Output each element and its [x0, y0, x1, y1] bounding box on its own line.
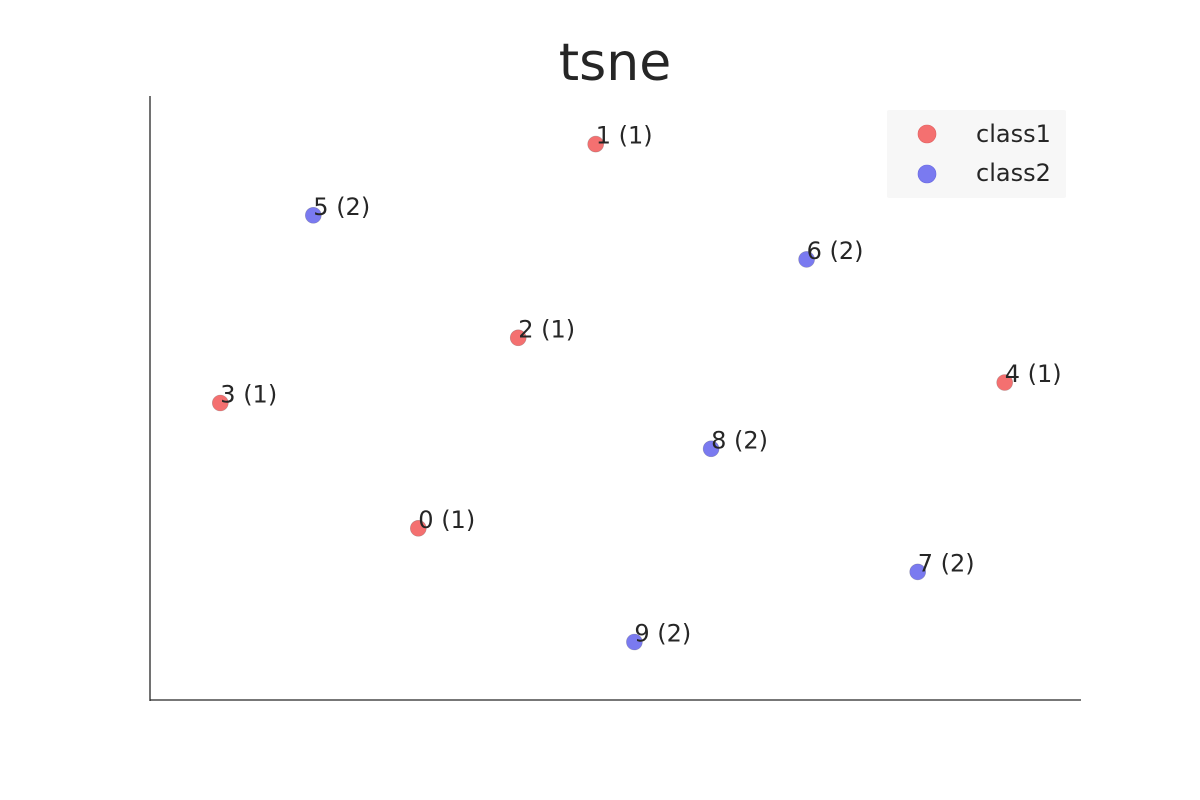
data-points: 0 (1) 1 (1) 2 (1) 3 (1) 4 (1) 5 (2) 6 (2) 7 (2)… — [212, 122, 1062, 651]
point-label: 0 (1) — [418, 506, 475, 534]
point-label: 9 (2) — [634, 620, 691, 648]
data-point-class1 — [587, 135, 605, 153]
data-point-class1 — [996, 374, 1014, 391]
point-label: 8 (2) — [711, 426, 768, 454]
data-point-class2 — [626, 633, 643, 651]
data-point-class2 — [798, 251, 815, 268]
point-label: 4 (1) — [1005, 360, 1062, 388]
data-point-class2 — [304, 207, 322, 224]
legend-marker-class1 — [917, 124, 937, 144]
point-label: 2 (1) — [518, 315, 575, 343]
point-label: 6 (2) — [807, 237, 864, 265]
legend: class1 class2 — [887, 110, 1066, 198]
legend-label-class1: class1 — [976, 120, 1051, 148]
point-label: 7 (2) — [918, 549, 975, 577]
data-point-class1 — [509, 329, 527, 347]
point-label: 5 (2) — [313, 193, 370, 221]
data-point-class1 — [409, 519, 427, 537]
chart-title: tsne — [559, 33, 671, 93]
point-label: 3 (1) — [220, 381, 277, 409]
data-point-class1 — [212, 394, 229, 412]
data-point-class2 — [702, 440, 720, 458]
data-point-class2 — [909, 563, 927, 581]
point-label: 1 (1) — [596, 122, 653, 150]
legend-marker-class2 — [917, 164, 937, 184]
legend-label-class2: class2 — [976, 159, 1051, 187]
